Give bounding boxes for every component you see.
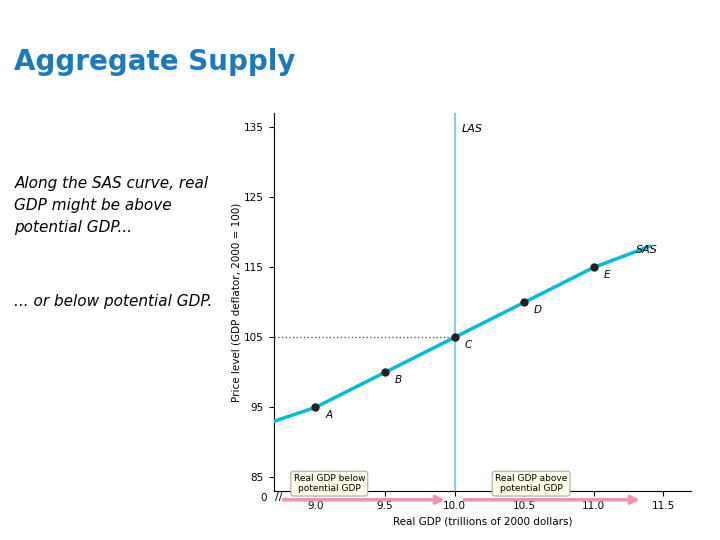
Text: E: E [603, 270, 610, 280]
Text: A: A [325, 410, 332, 420]
Text: Aggregate Supply: Aggregate Supply [14, 48, 296, 76]
Text: B: B [395, 375, 402, 385]
X-axis label: Real GDP (trillions of 2000 dollars): Real GDP (trillions of 2000 dollars) [392, 517, 572, 526]
Text: LAS: LAS [462, 124, 482, 134]
Y-axis label: Price level (GDP deflator, 2000 = 100): Price level (GDP deflator, 2000 = 100) [231, 203, 241, 402]
Text: Along the SAS curve, real
GDP might be above
potential GDP...: Along the SAS curve, real GDP might be a… [14, 176, 209, 235]
Text: D: D [534, 305, 542, 315]
Text: C: C [464, 340, 472, 350]
Text: ... or below potential GDP.: ... or below potential GDP. [14, 294, 213, 309]
Text: Real GDP below
potential GDP: Real GDP below potential GDP [294, 474, 365, 494]
Text: Real GDP above
potential GDP: Real GDP above potential GDP [495, 474, 567, 494]
Text: //: // [276, 492, 283, 502]
Text: SAS: SAS [636, 245, 657, 255]
Text: 0: 0 [261, 494, 267, 503]
